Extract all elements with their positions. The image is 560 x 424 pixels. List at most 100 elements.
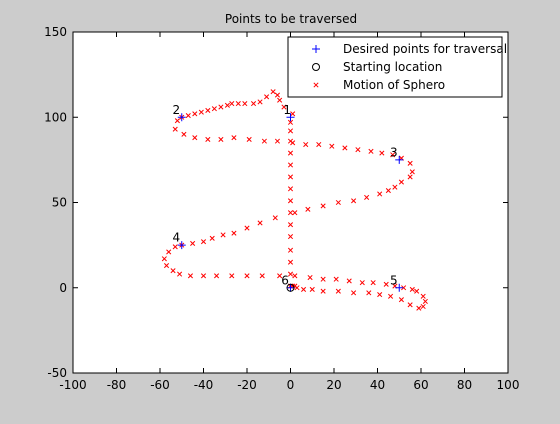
motion-point	[244, 273, 250, 279]
motion-point	[364, 194, 370, 200]
motion-point	[200, 273, 207, 279]
motion-point	[300, 286, 307, 293]
motion-point	[407, 302, 413, 308]
motion-point	[287, 150, 294, 156]
motion-point	[383, 281, 389, 287]
motion-point	[166, 249, 172, 255]
desired-point	[286, 113, 295, 122]
motion-point	[287, 119, 294, 125]
motion-point	[270, 89, 276, 95]
motion-point	[174, 118, 180, 124]
motion-point	[303, 141, 309, 148]
motion-point	[292, 210, 298, 216]
point-number-label: 1	[283, 103, 291, 117]
motion-point	[172, 244, 178, 250]
motion-point	[307, 274, 313, 281]
motion-point	[170, 268, 176, 274]
y-tick-label: 50	[52, 196, 67, 210]
motion-point	[277, 97, 283, 103]
motion-point	[414, 288, 420, 294]
legend: Desired points for traversal Starting loc…	[287, 36, 507, 98]
motion-point	[409, 286, 415, 293]
desired-point	[395, 283, 404, 292]
starting-location-point	[286, 283, 295, 292]
motion-point	[333, 276, 339, 282]
motion-point	[320, 276, 326, 282]
motion-point	[287, 210, 294, 216]
legend-label: Starting location	[343, 60, 442, 74]
motion-point	[192, 135, 198, 141]
motion-point	[287, 174, 294, 180]
motion-point	[244, 225, 250, 231]
motion-point	[277, 273, 283, 279]
motion-point	[287, 271, 294, 277]
motion-point	[377, 191, 383, 197]
motion-point	[220, 232, 226, 238]
y-tick-label: 0	[59, 281, 67, 295]
x-tick-label: 20	[326, 378, 341, 392]
motion-point	[229, 101, 235, 107]
motion-point	[242, 101, 248, 107]
motion-point	[274, 92, 281, 98]
motion-point	[218, 136, 224, 142]
motion-point	[370, 280, 376, 286]
motion-point	[420, 293, 426, 299]
x-tick-label: -100	[59, 378, 86, 392]
desired-point	[177, 113, 186, 122]
y-tick-label: 100	[44, 110, 67, 124]
desired-point	[286, 283, 295, 292]
motion-point	[161, 256, 167, 262]
motion-point	[359, 280, 365, 286]
motion-point	[309, 286, 315, 293]
motion-series	[161, 89, 428, 311]
motion-point	[274, 138, 281, 144]
motion-point	[351, 198, 357, 204]
motion-point	[229, 273, 235, 279]
legend-marker	[312, 45, 320, 53]
motion-point	[305, 206, 311, 212]
desired-points-series	[177, 113, 404, 292]
x-tick-label: 100	[497, 378, 520, 392]
motion-point	[246, 136, 252, 142]
motion-point	[409, 169, 415, 175]
motion-point	[422, 298, 428, 304]
motion-point	[281, 104, 287, 110]
motion-point	[287, 198, 294, 204]
motion-point	[287, 234, 294, 240]
axis-ticks: -100 -80 -60 -40 -20 0 20 40 60 80 100 -50 0 50 100 150	[44, 25, 519, 392]
motion-point	[355, 147, 361, 153]
motion-point	[335, 199, 341, 206]
x-tick-label: -40	[194, 378, 214, 392]
legend-marker	[312, 63, 320, 71]
motion-point	[342, 145, 348, 151]
motion-point	[416, 305, 422, 311]
x-tick-label: 0	[287, 378, 295, 392]
motion-point	[272, 215, 278, 221]
x-tick-label: -80	[107, 378, 127, 392]
motion-point	[257, 220, 263, 226]
motion-point	[209, 235, 215, 241]
motion-point	[320, 288, 326, 294]
motion-point	[211, 106, 217, 112]
motion-point	[205, 136, 211, 142]
motion-point	[407, 160, 413, 166]
point-number-label: 4	[172, 231, 180, 245]
point-number-label: 2	[172, 103, 180, 117]
x-tick-label: 80	[457, 378, 472, 392]
motion-point	[231, 135, 237, 141]
x-tick-label: 40	[370, 378, 385, 392]
legend-marker	[313, 82, 319, 88]
motion-point	[213, 273, 220, 279]
motion-point	[368, 148, 374, 154]
motion-point	[224, 102, 230, 108]
x-tick-label: -20	[237, 378, 257, 392]
motion-point	[385, 188, 391, 194]
motion-point	[181, 131, 187, 137]
desired-point	[177, 241, 186, 250]
x-tick-label: 60	[413, 378, 428, 392]
motion-point	[177, 271, 183, 277]
starting-location-series	[286, 283, 295, 292]
motion-point	[190, 240, 196, 246]
point-number-label: 5	[390, 273, 398, 287]
